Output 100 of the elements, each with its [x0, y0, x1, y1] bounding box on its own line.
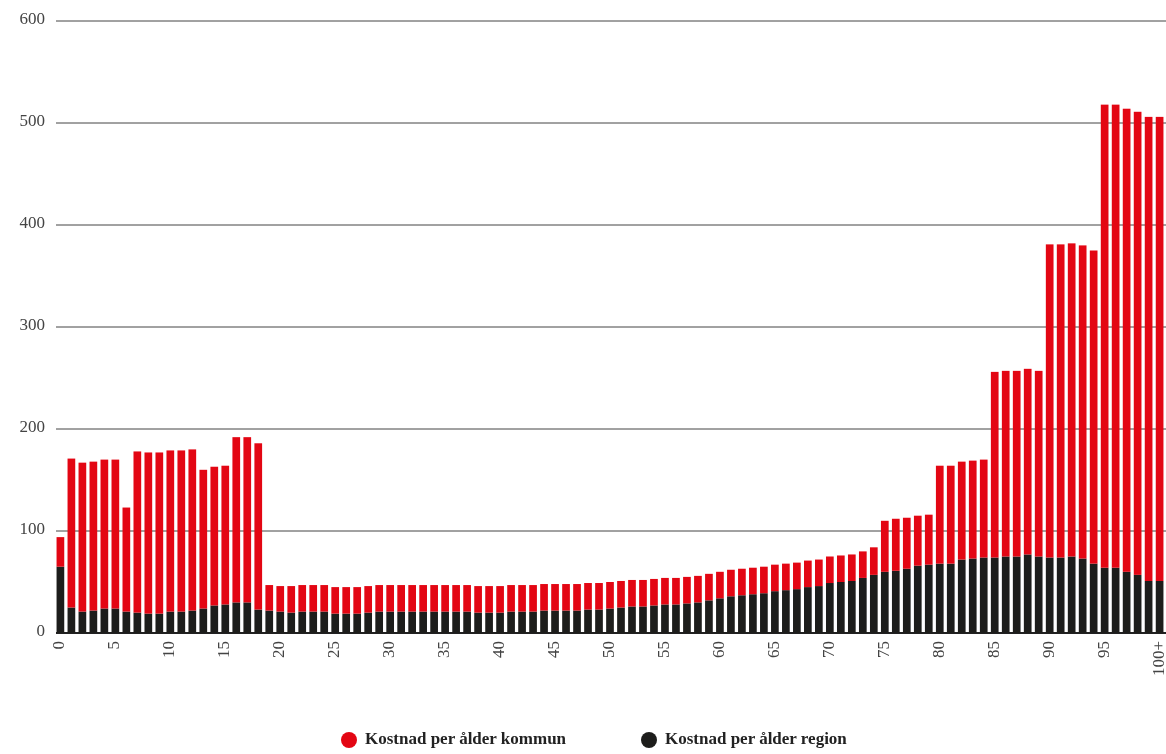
bar: [880, 520, 889, 572]
bar: [968, 460, 977, 559]
bar: [89, 461, 98, 611]
bar: [606, 582, 614, 609]
x-tick-label: 0: [49, 641, 69, 650]
bar: [858, 551, 867, 578]
bar: [825, 556, 834, 584]
bar: [111, 459, 120, 609]
bar: [551, 584, 559, 611]
bar: [430, 585, 438, 612]
x-tick-label: 70: [818, 641, 838, 658]
bar: [100, 459, 109, 609]
bar: [507, 585, 515, 612]
bar: [1144, 116, 1153, 581]
bar: [793, 562, 801, 590]
bar: [463, 585, 471, 612]
x-tick-label: 35: [434, 641, 454, 658]
bar: [738, 568, 746, 596]
bar: [353, 587, 362, 614]
bar: [441, 585, 449, 612]
bar: [979, 459, 988, 558]
bar: [56, 537, 65, 567]
bar: [1045, 244, 1054, 558]
y-tick-label: 600: [19, 9, 45, 29]
x-tick-label: 30: [379, 641, 399, 658]
bar: [331, 587, 340, 614]
bar: [815, 559, 823, 587]
bar: [1023, 368, 1032, 555]
x-tick-label: 95: [1093, 641, 1113, 658]
bar: [496, 586, 504, 613]
bar: [957, 461, 966, 560]
bar: [287, 586, 296, 613]
x-tick-label: 90: [1038, 641, 1058, 658]
bar: [639, 579, 647, 607]
bar: [913, 515, 922, 566]
bar: [474, 586, 482, 613]
bar: [1100, 104, 1109, 568]
x-tick-label: 25: [324, 641, 344, 658]
bar: [540, 584, 548, 611]
bar: [804, 560, 812, 588]
bar: [177, 450, 186, 612]
bar: [650, 578, 658, 606]
bar: [386, 585, 395, 612]
bar: [891, 518, 900, 571]
bar: [584, 583, 592, 610]
bar: [661, 577, 669, 605]
bar: [364, 586, 373, 613]
bar: [67, 458, 76, 608]
bar: [924, 514, 933, 565]
x-tick-label: 85: [983, 641, 1003, 658]
legend-label: Kostnad per ålder kommun: [365, 728, 567, 748]
y-tick-label: 100: [19, 519, 45, 539]
bar: [683, 576, 691, 604]
bar: [1078, 245, 1087, 559]
bar: [276, 586, 285, 612]
x-tick-label: 20: [269, 641, 289, 658]
bar: [342, 587, 351, 614]
y-tick-label: 400: [19, 213, 45, 233]
bar: [133, 451, 142, 613]
bar: [672, 577, 680, 605]
x-tick-label: 15: [214, 641, 234, 658]
bar: [144, 452, 153, 614]
bar: [265, 585, 274, 611]
bar: [243, 437, 252, 603]
bar: [397, 585, 405, 612]
bar: [990, 371, 999, 558]
bar: [760, 566, 768, 594]
y-tick-label: 500: [19, 111, 45, 131]
bar: [562, 584, 570, 611]
bar: [595, 583, 603, 610]
x-tick-label: 65: [763, 641, 783, 658]
bar: [375, 585, 384, 612]
x-tick-label: 40: [488, 641, 508, 658]
bar: [78, 462, 87, 612]
x-tick-label: 45: [543, 641, 563, 658]
bar: [1012, 370, 1021, 557]
bar: [1034, 370, 1043, 557]
bar: [847, 554, 856, 581]
bar: [869, 547, 878, 575]
bar: [1001, 370, 1010, 557]
y-tick-label: 200: [19, 417, 45, 437]
bar: [254, 443, 263, 610]
bar: [166, 450, 175, 612]
bar: [1056, 244, 1065, 558]
bar: [309, 585, 318, 612]
bar: [1155, 116, 1164, 581]
bar: [518, 585, 526, 612]
bar: [771, 564, 779, 592]
x-tick-label: 5: [104, 641, 124, 650]
bar: [122, 507, 131, 612]
bar: [1089, 250, 1098, 564]
bar: [188, 449, 197, 611]
bar: [452, 585, 460, 612]
bar: [694, 575, 702, 603]
bar: [617, 580, 625, 608]
x-tick-label: 50: [598, 641, 618, 658]
bar: [716, 571, 724, 599]
bar: [705, 573, 713, 601]
x-tick-label: 75: [873, 641, 893, 658]
bar: [1133, 111, 1142, 575]
